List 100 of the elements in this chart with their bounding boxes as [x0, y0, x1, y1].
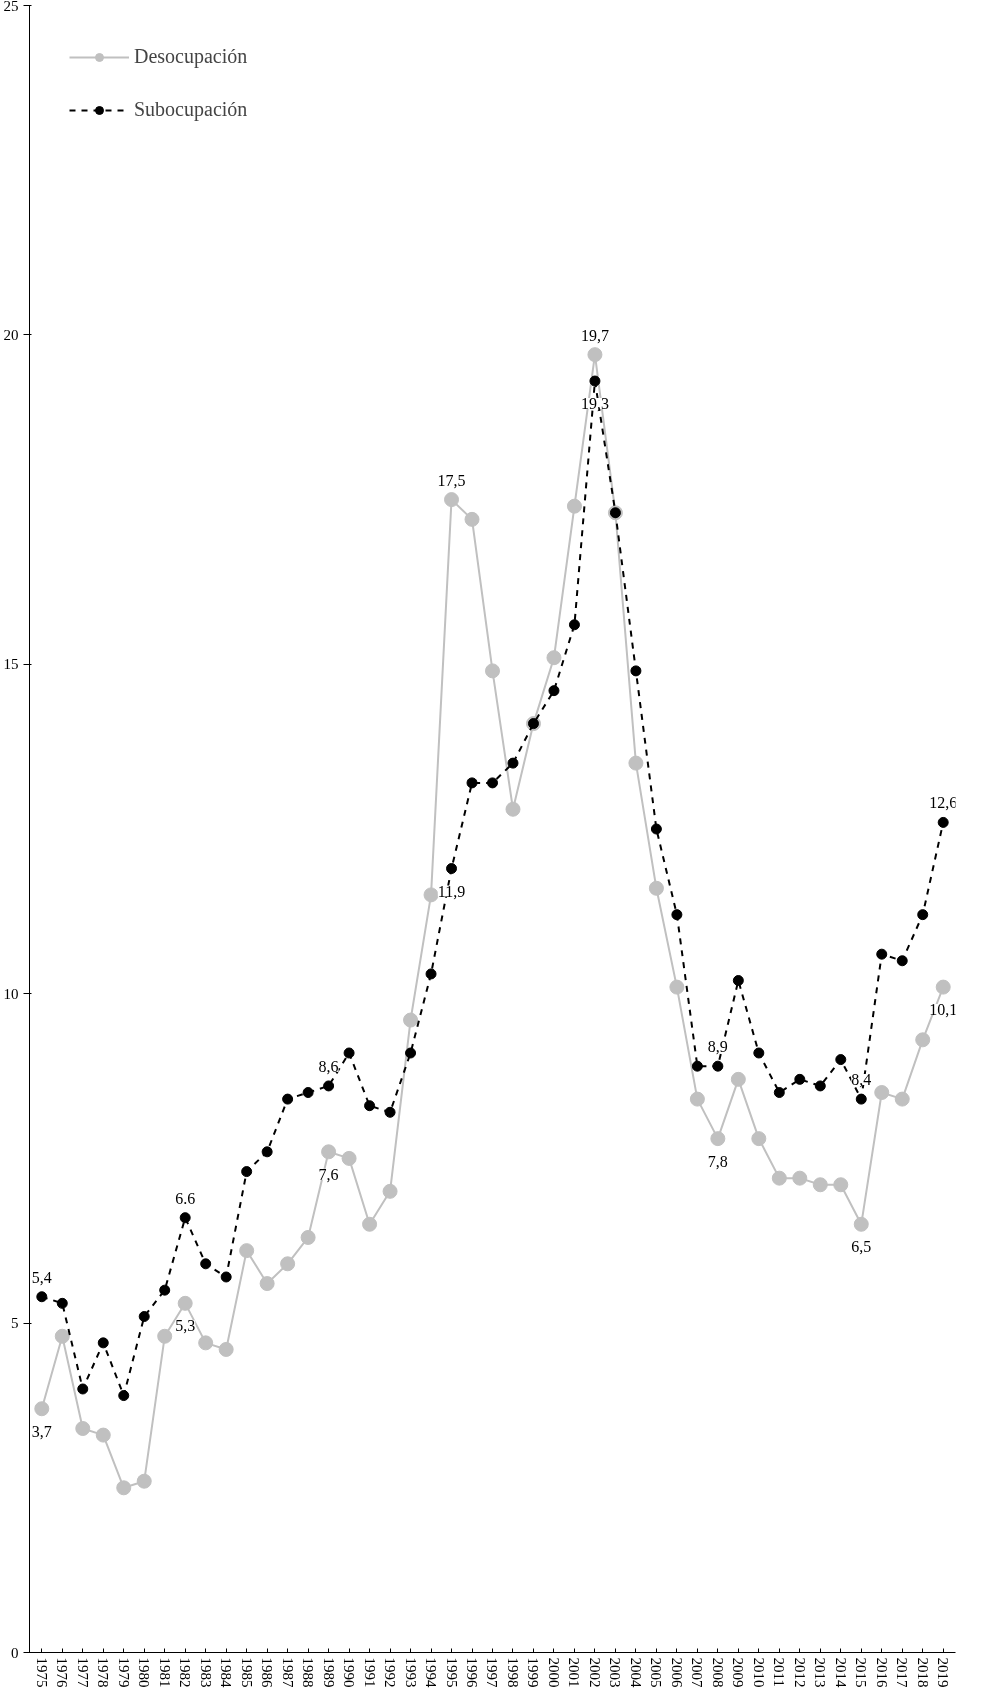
- point: [648, 880, 664, 896]
- point: [548, 685, 560, 697]
- point: [179, 1212, 191, 1224]
- data-label: 5,4: [31, 1268, 52, 1286]
- x-tick-label: 2016: [873, 1657, 890, 1688]
- data-label: 11,9: [437, 882, 466, 900]
- point: [323, 1080, 335, 1092]
- point: [200, 1258, 212, 1270]
- point: [507, 757, 519, 769]
- x-tick-label: 1990: [341, 1657, 358, 1688]
- data-label: 7,8: [707, 1152, 728, 1170]
- x-tick-label: 1983: [197, 1657, 214, 1688]
- point: [157, 1328, 173, 1344]
- point: [732, 975, 744, 987]
- x-tick-label: 2019: [935, 1657, 952, 1688]
- point: [261, 1146, 273, 1158]
- data-label: 8,4: [851, 1071, 872, 1089]
- point: [874, 1085, 890, 1101]
- x-tick-label: 2006: [668, 1657, 685, 1688]
- point: [159, 1284, 171, 1296]
- y-tick-label: 20: [3, 326, 19, 343]
- point: [691, 1060, 703, 1072]
- point: [95, 1427, 111, 1443]
- x-tick-label: 1994: [423, 1657, 440, 1688]
- point: [36, 1291, 48, 1303]
- point: [833, 1177, 849, 1193]
- data-label: 10,1: [929, 1001, 958, 1019]
- point: [487, 777, 498, 789]
- y-tick-label: 25: [3, 0, 19, 14]
- point: [792, 1170, 808, 1186]
- data-label: 6.6: [175, 1189, 196, 1207]
- point: [403, 1012, 419, 1028]
- point: [753, 1047, 765, 1059]
- x-tick-label: 2002: [586, 1657, 603, 1688]
- point: [628, 755, 644, 771]
- point: [405, 1047, 417, 1059]
- point: [198, 1335, 214, 1351]
- x-tick-label: 2014: [832, 1657, 849, 1688]
- y-tick-label: 10: [3, 985, 19, 1002]
- data-label: 19,7: [580, 326, 609, 344]
- point: [917, 909, 929, 921]
- point: [812, 1177, 828, 1193]
- x-tick-label: 1988: [300, 1657, 317, 1688]
- point: [589, 375, 601, 387]
- point: [280, 1256, 296, 1272]
- x-tick-label: 1998: [504, 1657, 521, 1688]
- point: [321, 1144, 337, 1160]
- x-tick-label: 1997: [484, 1657, 501, 1688]
- x-tick-label: 1987: [279, 1657, 296, 1688]
- point: [138, 1311, 150, 1322]
- point: [937, 816, 949, 828]
- x-tick-label: 2004: [627, 1657, 644, 1688]
- point: [446, 863, 458, 875]
- data-label: 19,3: [580, 395, 609, 413]
- x-tick-label: 1995: [443, 1657, 460, 1688]
- point: [894, 1091, 910, 1107]
- point: [218, 1341, 234, 1357]
- point: [773, 1087, 785, 1099]
- point: [425, 968, 437, 980]
- point: [814, 1080, 826, 1092]
- point: [464, 511, 480, 527]
- y-tick-label: 0: [11, 1644, 19, 1661]
- point: [97, 1337, 109, 1349]
- y-tick-label: 15: [3, 656, 19, 673]
- point: [712, 1060, 724, 1072]
- point: [730, 1071, 746, 1087]
- x-tick-label: 2007: [689, 1657, 706, 1688]
- x-tick-label: 2003: [607, 1657, 624, 1688]
- legend-label: Subocupación: [134, 98, 248, 121]
- point: [300, 1229, 316, 1245]
- point: [751, 1131, 767, 1147]
- point: [259, 1276, 275, 1292]
- x-tick-label: 2001: [566, 1657, 583, 1688]
- x-tick-label: 1989: [320, 1657, 337, 1688]
- point: [935, 979, 951, 995]
- point: [669, 979, 685, 995]
- x-tick-label: 1976: [54, 1657, 71, 1688]
- legend-label: Desocupación: [134, 45, 248, 68]
- point: [75, 1421, 91, 1436]
- data-label: 8,9: [707, 1038, 728, 1056]
- point: [302, 1087, 314, 1099]
- point: [689, 1091, 705, 1107]
- point: [915, 1032, 931, 1048]
- x-tick-label: 2000: [545, 1657, 562, 1688]
- x-tick-label: 1996: [464, 1657, 481, 1688]
- point: [505, 801, 521, 817]
- point: [239, 1243, 255, 1259]
- x-tick-label: 2008: [709, 1657, 726, 1688]
- point: [546, 650, 562, 666]
- point: [343, 1047, 355, 1059]
- point: [116, 1480, 132, 1496]
- x-tick-label: 1984: [218, 1657, 235, 1688]
- point: [136, 1473, 152, 1489]
- x-tick-label: 1991: [361, 1657, 378, 1688]
- point: [466, 777, 478, 789]
- x-tick-label: 2005: [648, 1657, 665, 1688]
- data-label: 7,6: [318, 1165, 339, 1183]
- point: [568, 619, 580, 631]
- x-tick-label: 2013: [812, 1657, 829, 1688]
- point: [54, 1328, 70, 1344]
